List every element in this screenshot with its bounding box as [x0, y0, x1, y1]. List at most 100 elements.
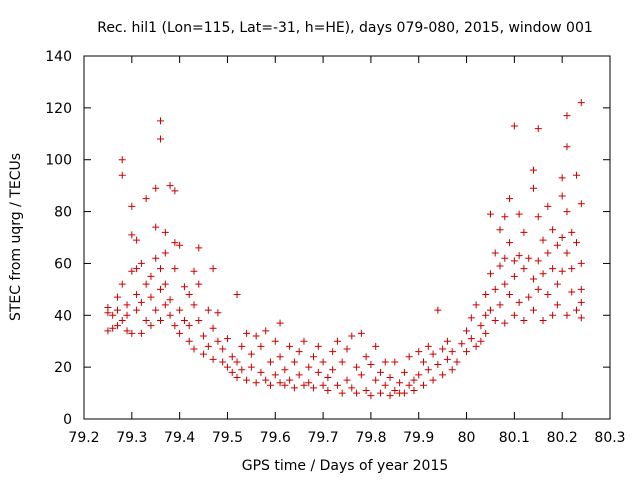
data-point: [439, 345, 447, 353]
data-point: [534, 213, 542, 221]
data-point: [257, 368, 265, 376]
data-point: [520, 228, 528, 236]
data-point: [200, 350, 208, 358]
data-point: [410, 376, 418, 384]
data-point: [113, 322, 121, 330]
data-point: [243, 376, 251, 384]
data-point: [157, 135, 165, 143]
data-point: [257, 342, 265, 350]
x-tick-label: 79.7: [308, 430, 339, 446]
data-point: [553, 301, 561, 309]
data-point: [180, 283, 188, 291]
data-point: [510, 257, 518, 265]
y-tick-label: 140: [45, 49, 72, 65]
data-point: [123, 327, 131, 335]
data-point: [157, 265, 165, 273]
data-point: [133, 236, 141, 244]
data-point: [161, 280, 169, 288]
data-point: [243, 329, 251, 337]
x-tick-label: 79.6: [260, 430, 291, 446]
data-point: [558, 174, 566, 182]
data-point: [486, 270, 494, 278]
data-point: [152, 223, 160, 231]
data-point: [491, 285, 499, 293]
data-point: [247, 350, 255, 358]
data-point: [214, 309, 222, 317]
data-point: [563, 249, 571, 257]
data-point: [128, 329, 136, 337]
data-point: [290, 384, 298, 392]
data-point: [391, 358, 399, 366]
data-point: [400, 389, 408, 397]
data-point: [219, 345, 227, 353]
data-point: [152, 254, 160, 262]
data-point: [185, 322, 193, 330]
data-point: [286, 376, 294, 384]
data-point: [496, 262, 504, 270]
x-tick-label: 79.9: [403, 430, 434, 446]
data-point: [506, 239, 514, 247]
data-point: [510, 311, 518, 319]
data-point: [544, 291, 552, 299]
data-point: [400, 368, 408, 376]
data-point: [128, 202, 136, 210]
data-point: [176, 241, 184, 249]
data-point: [305, 379, 313, 387]
data-point: [506, 195, 514, 203]
plot-frame: [83, 55, 611, 420]
data-point: [157, 316, 165, 324]
data-point: [204, 342, 212, 350]
y-tick-label: 60: [54, 256, 72, 272]
data-point: [209, 355, 217, 363]
data-point: [529, 184, 537, 192]
data-point: [448, 366, 456, 374]
data-point: [171, 187, 179, 195]
data-point: [133, 291, 141, 299]
data-point: [204, 306, 212, 314]
data-point: [573, 171, 581, 179]
data-point: [329, 366, 337, 374]
chart-title: Rec. hil1 (Lon=115, Lat=-31, h=HE), days…: [97, 20, 593, 36]
data-point: [142, 280, 150, 288]
data-point: [233, 374, 241, 382]
data-point: [319, 381, 327, 389]
data-point: [529, 275, 537, 283]
data-points: [104, 99, 585, 400]
data-point: [568, 228, 576, 236]
x-tick-label: 79.4: [164, 430, 195, 446]
data-point: [223, 335, 231, 343]
data-point: [305, 363, 313, 371]
data-point: [142, 195, 150, 203]
data-point: [391, 386, 399, 394]
data-point: [563, 208, 571, 216]
data-point: [386, 374, 394, 382]
data-point: [195, 244, 203, 252]
data-point: [443, 355, 451, 363]
data-point: [152, 306, 160, 314]
data-point: [486, 306, 494, 314]
data-point: [534, 257, 542, 265]
data-point: [228, 353, 236, 361]
data-point: [434, 361, 442, 369]
data-point: [372, 376, 380, 384]
data-point: [238, 342, 246, 350]
data-point: [214, 337, 222, 345]
data-point: [238, 366, 246, 374]
data-point: [362, 386, 370, 394]
data-point: [463, 327, 471, 335]
data-point: [290, 358, 298, 366]
data-point: [386, 392, 394, 400]
data-point: [420, 381, 428, 389]
data-point: [568, 288, 576, 296]
data-point: [166, 296, 174, 304]
data-point: [443, 337, 451, 345]
data-point: [137, 298, 145, 306]
data-point: [223, 363, 231, 371]
data-point: [252, 332, 260, 340]
data-point: [171, 322, 179, 330]
data-point: [104, 327, 112, 335]
data-point: [520, 265, 528, 273]
data-point: [157, 285, 165, 293]
data-point: [491, 249, 499, 257]
data-point: [190, 301, 198, 309]
